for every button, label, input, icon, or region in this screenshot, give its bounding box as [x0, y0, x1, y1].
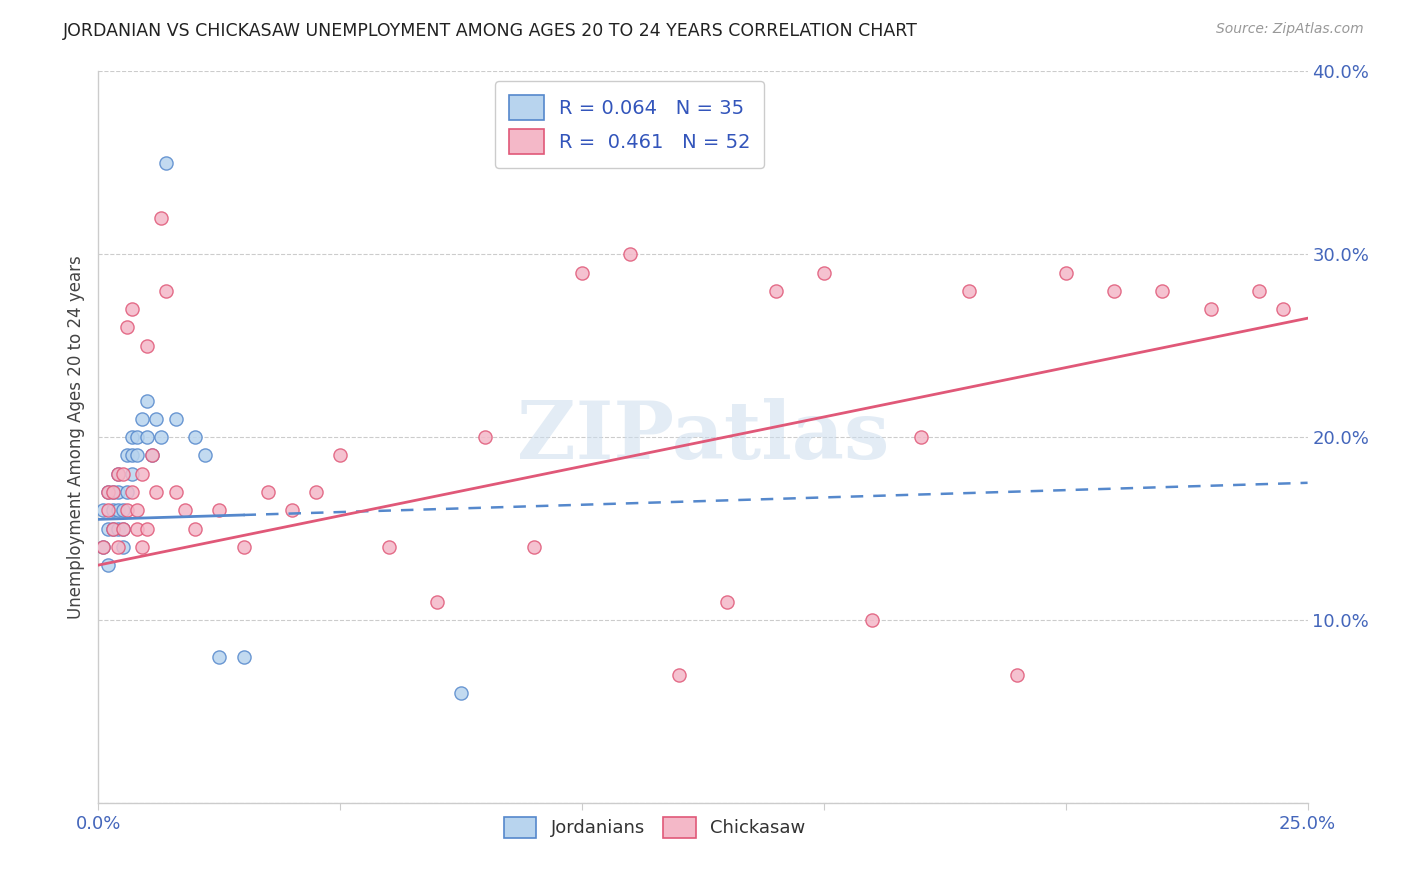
- Point: [131, 540, 153, 554]
- Point: [141, 448, 163, 462]
- Point: [910, 430, 932, 444]
- Point: [232, 540, 254, 554]
- Point: [101, 521, 124, 535]
- Point: [1102, 284, 1125, 298]
- Point: [145, 412, 167, 426]
- Point: [1199, 301, 1222, 317]
- Point: [1272, 301, 1295, 317]
- Point: [97, 503, 120, 517]
- Point: [121, 448, 143, 462]
- Point: [150, 430, 173, 444]
- Point: [571, 266, 593, 280]
- Y-axis label: Unemployment Among Ages 20 to 24 years: Unemployment Among Ages 20 to 24 years: [66, 255, 84, 619]
- Point: [377, 540, 399, 554]
- Point: [107, 540, 129, 554]
- Point: [1007, 667, 1029, 681]
- Point: [184, 430, 207, 444]
- Point: [97, 558, 120, 573]
- Point: [150, 211, 173, 225]
- Point: [91, 540, 114, 554]
- Point: [127, 521, 149, 535]
- Point: [111, 521, 134, 535]
- Point: [117, 320, 139, 334]
- Point: [208, 503, 231, 517]
- Point: [232, 649, 254, 664]
- Point: [101, 521, 124, 535]
- Point: [135, 393, 157, 408]
- Point: [716, 594, 738, 608]
- Point: [107, 503, 129, 517]
- Point: [194, 448, 217, 462]
- Point: [1152, 284, 1174, 298]
- Point: [141, 448, 163, 462]
- Point: [127, 448, 149, 462]
- Point: [281, 503, 304, 517]
- Point: [523, 540, 546, 554]
- Point: [97, 485, 120, 500]
- Point: [256, 485, 278, 500]
- Point: [131, 467, 153, 481]
- Point: [101, 485, 124, 500]
- Text: ZIPatlas: ZIPatlas: [517, 398, 889, 476]
- Point: [155, 156, 177, 170]
- Point: [101, 485, 124, 500]
- Point: [121, 430, 143, 444]
- Point: [1054, 266, 1077, 280]
- Point: [117, 485, 139, 500]
- Point: [668, 667, 690, 681]
- Point: [131, 412, 153, 426]
- Legend: Jordanians, Chickasaw: Jordanians, Chickasaw: [496, 810, 813, 845]
- Point: [121, 467, 143, 481]
- Point: [107, 521, 129, 535]
- Point: [474, 430, 496, 444]
- Point: [121, 301, 143, 317]
- Point: [765, 284, 787, 298]
- Point: [111, 467, 134, 481]
- Point: [957, 284, 980, 298]
- Point: [135, 338, 157, 352]
- Point: [165, 412, 187, 426]
- Point: [127, 503, 149, 517]
- Point: [111, 540, 134, 554]
- Point: [860, 613, 883, 627]
- Point: [155, 284, 177, 298]
- Point: [305, 485, 328, 500]
- Point: [107, 467, 129, 481]
- Point: [111, 503, 134, 517]
- Point: [174, 503, 197, 517]
- Point: [91, 540, 114, 554]
- Point: [619, 247, 641, 261]
- Point: [111, 521, 134, 535]
- Point: [813, 266, 835, 280]
- Point: [107, 467, 129, 481]
- Point: [107, 485, 129, 500]
- Point: [117, 503, 139, 517]
- Text: JORDANIAN VS CHICKASAW UNEMPLOYMENT AMONG AGES 20 TO 24 YEARS CORRELATION CHART: JORDANIAN VS CHICKASAW UNEMPLOYMENT AMON…: [63, 22, 918, 40]
- Point: [97, 521, 120, 535]
- Point: [450, 686, 472, 700]
- Point: [329, 448, 352, 462]
- Text: Source: ZipAtlas.com: Source: ZipAtlas.com: [1216, 22, 1364, 37]
- Point: [208, 649, 231, 664]
- Point: [135, 521, 157, 535]
- Point: [145, 485, 167, 500]
- Point: [91, 503, 114, 517]
- Point: [127, 430, 149, 444]
- Point: [101, 503, 124, 517]
- Point: [117, 448, 139, 462]
- Point: [97, 485, 120, 500]
- Point: [426, 594, 449, 608]
- Point: [184, 521, 207, 535]
- Point: [1249, 284, 1271, 298]
- Point: [135, 430, 157, 444]
- Point: [121, 485, 143, 500]
- Point: [165, 485, 187, 500]
